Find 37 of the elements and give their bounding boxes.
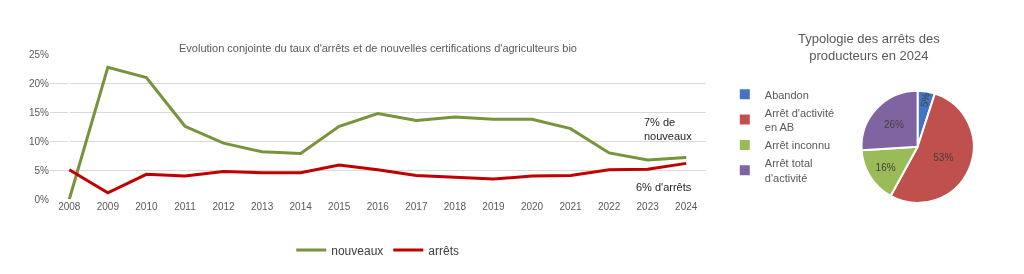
x-tick-label: 2018 [443,201,467,213]
x-tick-label: 2012 [212,201,236,213]
data-label: 26% [883,119,904,131]
y-tick-label: 25% [28,48,50,60]
y-tick-label: 10% [28,135,50,147]
x-tick-label: 2016 [366,201,390,213]
legend-label: arrêts [428,243,459,258]
legend-label: Arrêt total d'activité [764,157,813,184]
x-tick-label: 2008 [58,201,81,213]
x-tick-label: 2009 [96,201,120,213]
x-tick-label: 2017 [405,201,428,213]
x-tick-label: 2010 [135,201,158,213]
y-tick-label: 15% [28,106,50,118]
data-label: 53% [933,152,954,164]
data-label: 5% [918,91,932,108]
x-tick-label: 2024 [675,201,698,213]
y-tick-label: 5% [34,164,50,176]
legend-label: Arrêt inconnu [764,139,831,152]
chart-title: Typologie des arrêts des producteurs en 2024 [798,31,941,63]
legend-label: nouveaux [331,243,384,258]
x-tick-label: 2020 [520,201,544,213]
data-label: 16% [875,161,896,173]
annotation: 6% d'arrêts [636,181,692,193]
x-tick-label: 2022 [597,201,621,213]
x-tick-label: 2019 [482,201,505,213]
x-tick-label: 2013 [250,201,274,213]
chart-title: Evolution conjointe du taux d'arrêts et de nouvelles certifications d'agriculteurs bio [179,42,577,54]
x-tick-label: 2021 [559,201,583,213]
x-tick-label: 2023 [636,201,660,213]
y-tick-label: 20% [28,77,50,89]
legend-label: Abandon [764,88,809,101]
x-tick-label: 2014 [289,201,313,213]
x-tick-label: 2015 [328,201,351,213]
y-tick-label: 0% [34,193,50,205]
legend-label: Arrêt d'activité en AB [764,106,835,134]
annotation: 7% de nouveaux [644,116,693,143]
x-tick-label: 2011 [174,201,197,213]
